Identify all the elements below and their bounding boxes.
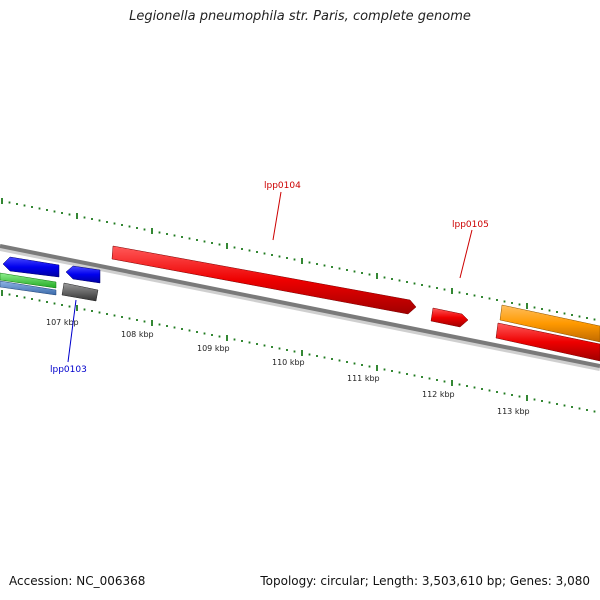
- scale-label-110: 110 kbp: [272, 358, 305, 367]
- gene-steelblue[interactable]: [0, 280, 57, 296]
- gene-red-right[interactable]: [495, 322, 600, 362]
- genome-backbone: [0, 244, 600, 368]
- label-lpp0103: lpp0103: [50, 365, 87, 375]
- scale-label-107: 107 kbp: [46, 318, 79, 327]
- scale-label-112: 112 kbp: [422, 390, 455, 399]
- gene-blue-left[interactable]: [2, 256, 60, 278]
- gene-lpp0103[interactable]: [61, 282, 99, 302]
- scale-label-108: 108 kbp: [121, 330, 154, 339]
- outer-scale-ticks: [1, 198, 596, 321]
- label-lpp0105: lpp0105: [452, 220, 489, 230]
- gene-orange[interactable]: [499, 304, 600, 343]
- accession-text: Accession: NC_006368: [9, 574, 146, 588]
- scale-label-111: 111 kbp: [347, 374, 380, 383]
- leader-lpp0103: [67, 299, 77, 363]
- scale-label-113: 113 kbp: [497, 407, 530, 416]
- leader-lpp0105: [459, 229, 473, 279]
- leader-lpp0104: [272, 191, 282, 241]
- gene-blue-small[interactable]: [65, 265, 101, 284]
- label-lpp0104: lpp0104: [264, 181, 301, 191]
- gene-lpp0104[interactable]: [111, 245, 417, 315]
- map-title: Legionella pneumophila str. Paris, compl…: [129, 9, 471, 24]
- genome-summary-text: Topology: circular; Length: 3,503,610 bp…: [260, 574, 590, 588]
- gene-lpp0105[interactable]: [430, 307, 469, 328]
- gene-green[interactable]: [0, 272, 57, 289]
- scale-label-109: 109 kbp: [197, 344, 230, 353]
- inner-scale-ticks: [1, 290, 596, 413]
